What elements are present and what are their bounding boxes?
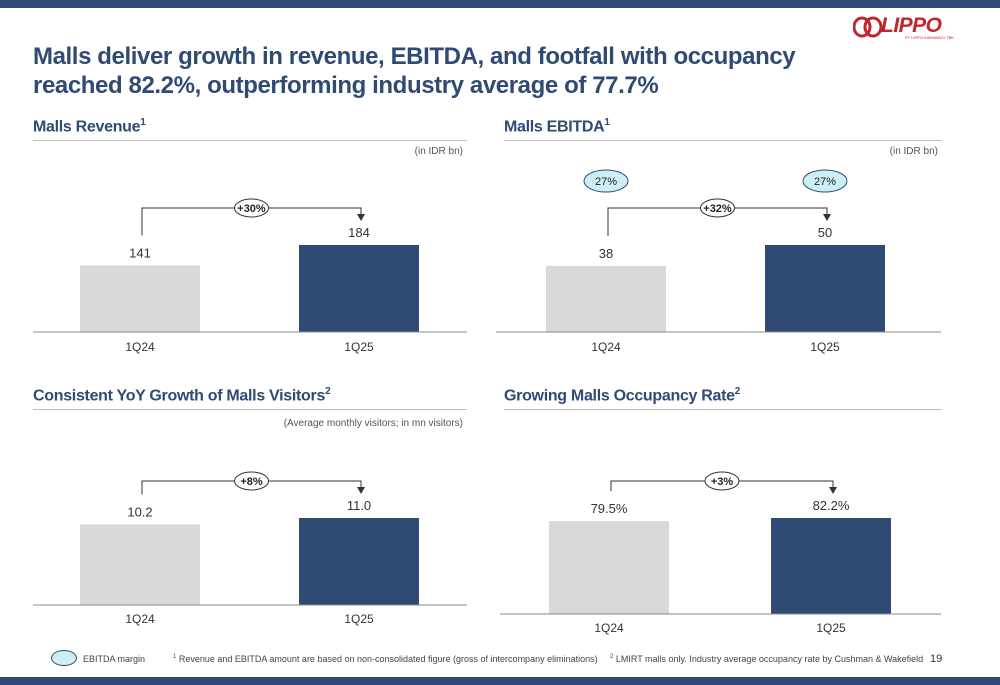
visitors-panel-title: Consistent YoY Growth of Malls Visitors2 [33,386,331,405]
visitors-category-label: 1Q24 [125,612,155,626]
visitors-bar-1q24 [80,524,200,605]
page-number: 19 [930,653,943,665]
ebitda-bar-1q25 [765,245,885,332]
visitors-growth-label: +8% [240,476,263,488]
ebitda-category-label: 1Q24 [591,340,621,354]
ebitda-margin-legend-swatch [51,650,77,666]
ebitda-growth-oval [700,198,735,218]
top-bar [0,0,1000,8]
logo-wordmark: LIPPO [881,14,942,37]
ebitda-category-label: 1Q25 [810,340,840,354]
revenue-divider [33,140,467,141]
occupancy-category-label: 1Q24 [594,621,624,635]
visitors-divider [33,409,467,410]
visitors-value-label: 10.2 [127,504,152,519]
occupancy-value-label: 82.2% [813,498,850,513]
ebitda-growth-label: +32% [703,203,732,215]
occupancy-growth-label: +3% [711,476,734,488]
visitors-category-label: 1Q25 [344,612,374,626]
visitors-unit: (Average monthly visitors; in mn visitor… [283,418,463,429]
occupancy-divider [504,409,942,410]
revenue-bar-1q25 [299,245,419,332]
ebitda-divider [504,140,942,141]
ebitda-bar-1q24 [546,265,666,332]
footnote-2: 2 LMIRT malls only. Industry average occ… [610,654,924,664]
revenue-arrow-head [357,214,365,221]
occupancy-category-label: 1Q25 [816,621,846,635]
logo-subtitle: PT LIPPO KARAWACI TBK [905,35,954,40]
revenue-panel-title: Malls Revenue1 [33,117,146,136]
occupancy-bar-1q24 [549,521,669,614]
revenue-growth-label: +30% [237,203,266,215]
revenue-bar-1q24 [80,265,200,332]
revenue-unit: (in IDR bn) [414,146,463,157]
revenue-value-label: 141 [129,245,151,260]
visitors-growth-oval [234,471,269,491]
visitors-arrow-head [357,487,365,494]
ebitda-unit: (in IDR bn) [889,146,938,157]
occupancy-growth-oval [704,471,740,491]
footnote-1: 1 Revenue and EBITDA amount are based on… [173,654,598,664]
ebitda-margin-oval [802,169,848,193]
ebitda-margin-label: 27% [595,176,617,188]
ebitda-value-label: 50 [818,225,832,240]
occupancy-arrow-head [829,487,837,494]
revenue-value-label: 184 [348,225,370,240]
page-title: Malls deliver growth in revenue, EBITDA,… [33,43,796,99]
visitors-bar-1q25 [299,518,419,605]
bottom-bar [0,677,1000,685]
lippo-logo: LIPPO PT LIPPO KARAWACI TBK [853,14,954,44]
ebitda-panel-title: Malls EBITDA1 [504,117,610,136]
ebitda-margin-label: 27% [814,176,836,188]
revenue-growth-oval [234,198,269,218]
occupancy-panel-title: Growing Malls Occupancy Rate2 [504,386,741,405]
logo-mark-icon [853,16,883,38]
occupancy-value-label: 79.5% [591,501,628,516]
ebitda-value-label: 38 [599,246,613,261]
occupancy-bar-1q25 [771,518,891,614]
revenue-category-label: 1Q25 [344,340,374,354]
legend-label: EBITDA margin [83,654,146,664]
ebitda-margin-oval [583,169,629,193]
visitors-value-label: 11.0 [347,498,371,513]
revenue-category-label: 1Q24 [125,340,155,354]
ebitda-arrow-head [823,214,831,221]
